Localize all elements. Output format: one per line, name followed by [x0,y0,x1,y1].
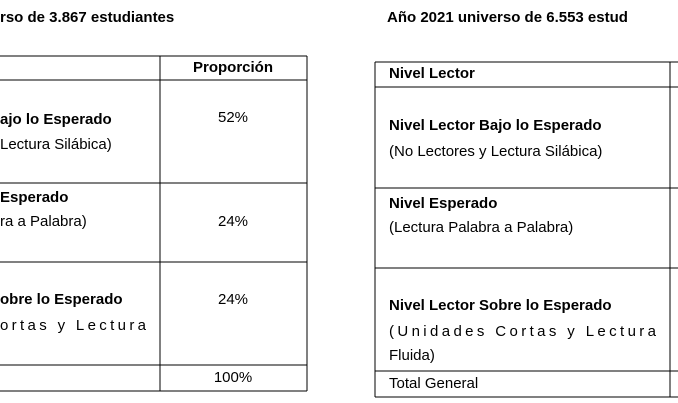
right-table-borders [374,61,678,398]
left-header: Proporción [193,59,273,76]
row-label: ortas y Lectura [0,317,147,334]
row-label: Lectura Silábica) [0,136,112,153]
row-label: (Unidades Cortas y Lectura [389,323,657,340]
row-value: 24% [218,213,248,230]
row-label: ra a Palabra) [0,213,87,230]
row-label-bold: Esperado [0,189,68,206]
row-label-bold: Nivel Lector Bajo lo Esperado [389,117,602,134]
row-label: (No Lectores y Lectura Silábica) [389,143,602,160]
row-label: (Lectura Palabra a Palabra) [389,219,573,236]
left-table-borders [0,55,308,392]
row-label-bold: obre lo Esperado [0,291,123,308]
total-label: Total General [389,375,478,392]
left-title: rso de 3.867 estudiantes [0,9,174,26]
right-title: Año 2021 universo de 6.553 estud [387,9,628,26]
row-label-bold: Nivel Esperado [389,195,497,212]
row-value: 24% [218,291,248,308]
total-value: 100% [214,369,252,386]
row-value: 52% [218,109,248,126]
right-header: Nivel Lector [389,65,475,82]
row-label-bold: Nivel Lector Sobre lo Esperado [389,297,612,314]
row-label: Fluida) [389,347,435,364]
row-label-bold: ajo lo Esperado [0,111,112,128]
